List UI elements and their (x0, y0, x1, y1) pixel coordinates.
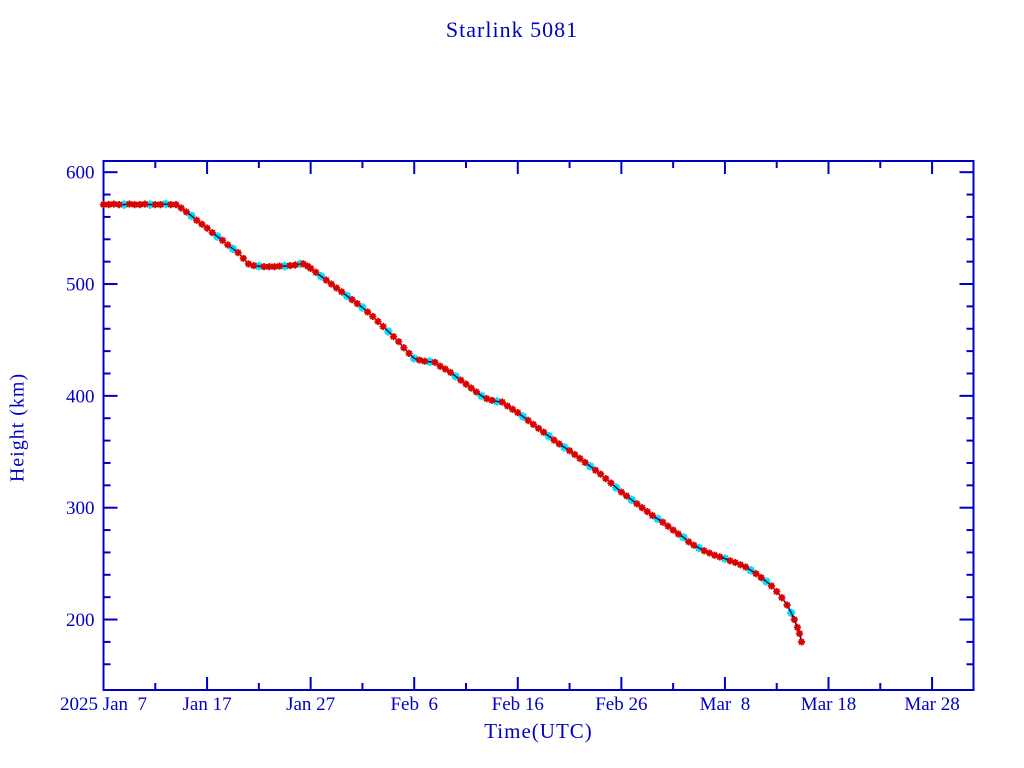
data-markers-secondary (120, 199, 796, 618)
data-markers-primary (99, 200, 806, 646)
x-tick-label: 2025 Jan 7 (60, 694, 147, 715)
plot-frame (102, 160, 975, 691)
x-tick-label: Jan 17 (183, 694, 232, 715)
chart-title: Starlink 5081 (445, 17, 579, 42)
y-tick-label: 300 (66, 498, 95, 519)
axis-ticks (102, 161, 974, 690)
y-tick-label: 200 (66, 610, 95, 631)
x-tick-label: Mar 18 (801, 694, 856, 715)
x-axis-title: Time(UTC) (484, 719, 593, 743)
x-tick-label: Mar 28 (904, 694, 959, 715)
y-tick-label: 400 (66, 386, 95, 407)
data-line (103, 203, 803, 643)
x-tick-label: Feb 6 (390, 694, 438, 715)
x-tick-label: Jan 27 (286, 694, 335, 715)
x-tick-label: Feb 26 (595, 694, 647, 715)
x-tick-label: Mar 8 (700, 694, 751, 715)
x-tick-label: Feb 16 (492, 694, 544, 715)
tick-labels: 2025 Jan 7 Jan 17 Jan 27 Feb 6 Feb 16 Feb 26 M… (60, 163, 960, 715)
y-tick-label: 500 (66, 275, 95, 296)
y-tick-label: 600 (66, 163, 95, 184)
